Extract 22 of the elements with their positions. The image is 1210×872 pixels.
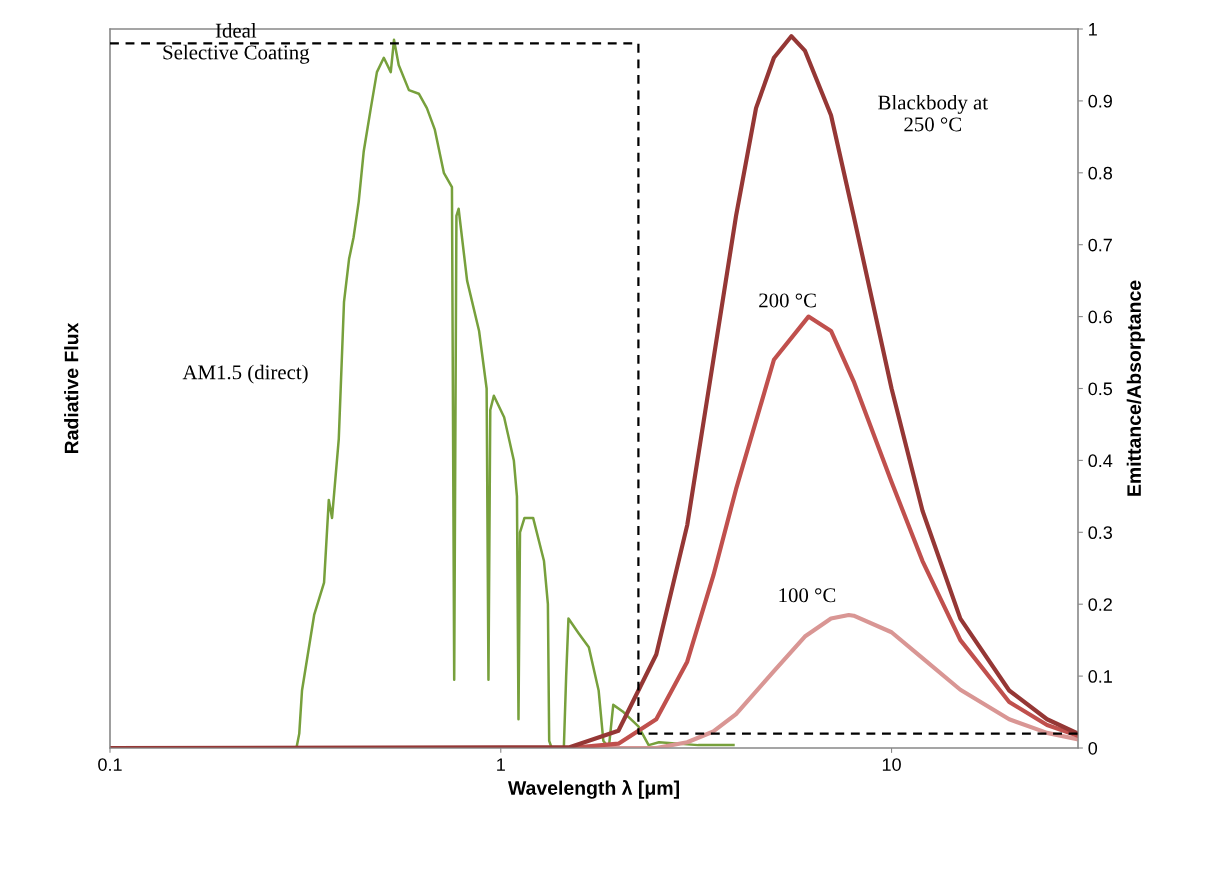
x-tick-label: 0.1 — [98, 758, 122, 771]
x-axis-title: Wavelength λ [μm] — [507, 780, 679, 799]
y2-tick-label: 0 — [1088, 741, 1098, 755]
x-tick-label: 1 — [497, 758, 505, 771]
series-label: 200 °C — [759, 293, 816, 308]
y-axis-title: Radiative Flux — [64, 322, 79, 454]
series-label: Ideal Selective Coating — [163, 23, 310, 64]
series-label: 100 °C — [779, 588, 836, 603]
y2-tick-label: 1 — [1089, 23, 1097, 36]
y2-tick-label: 0.5 — [1088, 382, 1113, 396]
y2-tick-label: 0.1 — [1088, 670, 1112, 683]
y2-tick-label: 0.8 — [1088, 166, 1113, 180]
x-tick-label: 10 — [882, 758, 901, 771]
series-label: AM1.5 (direct) — [182, 364, 308, 384]
y2-tick-label: 0.9 — [1088, 94, 1112, 108]
y2-tick-label: 0.6 — [1088, 310, 1113, 324]
y2-tick-label: 0.4 — [1088, 454, 1113, 468]
y2-tick-label: 0.2 — [1088, 598, 1112, 611]
y2-axis-title: Emittance/Absorptance — [1126, 280, 1145, 496]
y2-tick-label: 0.3 — [1088, 526, 1113, 540]
y2-tick-label: 0.7 — [1088, 238, 1112, 252]
text: Blackbody at 250 °C — [878, 94, 988, 132]
